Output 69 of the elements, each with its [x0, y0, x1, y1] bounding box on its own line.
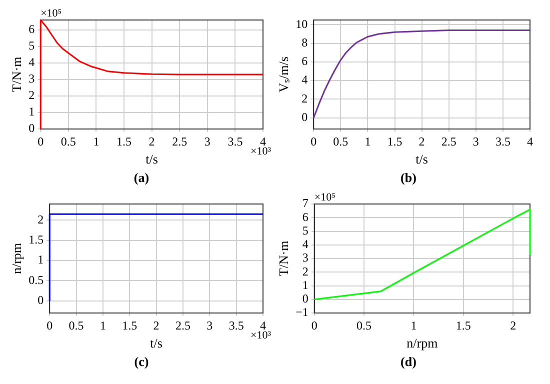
x-tick-label: 3: [204, 134, 210, 148]
x-tick-label: 1: [410, 318, 417, 332]
y-axis-title: Vₛ/m/s: [276, 56, 292, 92]
y-tick-label: 2: [28, 88, 35, 102]
y-tick-label: 1: [302, 278, 308, 292]
y-axis-title: T/N·m: [276, 240, 292, 276]
x-tick-label: 1.5: [456, 318, 471, 332]
y-tick-label: 0.5: [28, 272, 44, 287]
y-tick-label: 3: [302, 250, 308, 265]
x-tick-label: 1: [93, 134, 100, 148]
y-tick-label: 2: [38, 212, 44, 226]
y-tick-label: 3: [28, 72, 35, 86]
y-tick-label: 1: [38, 252, 44, 267]
y-axis-title: T/N·m: [9, 56, 24, 92]
x-tick-label: 1.5: [116, 134, 132, 148]
x-tick-label: 2: [148, 134, 155, 148]
x-tick-label: 2.5: [175, 318, 190, 332]
y-tick-label: 1.5: [28, 232, 44, 246]
x-tick-label: 1: [364, 134, 371, 148]
x-tick-label: 0.5: [68, 318, 84, 332]
y-tick-label: 0: [302, 110, 308, 124]
x-axis-title: t/s: [146, 152, 158, 167]
y-tick-label: 2: [302, 91, 308, 106]
x-tick-label: 1: [100, 318, 106, 332]
x-tick-label: 0.5: [356, 318, 372, 332]
text: (d): [400, 354, 416, 370]
x-tick-label: 2: [510, 318, 516, 332]
y-tick-label: 10: [296, 16, 308, 31]
y-tick-label: 4: [302, 237, 308, 252]
chart-subtitle: ×10⁵: [40, 7, 62, 20]
y-tick-label: −1: [296, 305, 308, 320]
y-tick-label: 5: [28, 38, 35, 53]
y-tick-label: 7: [302, 196, 308, 210]
x-tick-label: 3.5: [228, 134, 243, 148]
y-tick-label: 1: [28, 104, 35, 119]
y-tick-label: 2: [302, 264, 308, 278]
x-axis-title: n/rpm: [406, 336, 438, 351]
x-tick-label: 3: [472, 134, 479, 148]
x-tick-label: 3.5: [495, 134, 510, 148]
y-tick-label: 0: [38, 293, 44, 308]
y-tick-label: 6: [302, 54, 308, 68]
y-axis-title: n/rpm: [9, 242, 24, 274]
x-tick-label: 0.5: [60, 134, 76, 148]
y-tick-label: 6: [28, 22, 35, 36]
x-axis-title: t/s: [150, 336, 162, 351]
text: (b): [400, 170, 416, 186]
x-tick-label: 0: [46, 318, 53, 332]
x-tick-label: 0.5: [333, 134, 348, 148]
text: (a): [134, 170, 150, 186]
y-tick-label: 6: [302, 210, 308, 224]
x-tick-label: 3.5: [228, 318, 244, 332]
x-tick-label: 3: [206, 318, 213, 332]
y-tick-label: 5: [302, 223, 308, 238]
x-tick-label: 4: [527, 134, 533, 148]
x-tick-label: 2: [153, 318, 160, 332]
chart-subtitle: ×10⁵: [314, 191, 336, 204]
x-tick-label: 2.5: [441, 134, 456, 148]
x-tick-label: 1.5: [122, 318, 138, 332]
y-tick-label: 8: [302, 35, 308, 50]
y-tick-label: 4: [302, 72, 308, 87]
y-tick-label: 0: [28, 121, 35, 136]
y-tick-label: 0: [302, 292, 308, 306]
x-axis-title: t/s: [416, 152, 428, 167]
x-tick-label: 2: [418, 134, 425, 148]
y-tick-label: 4: [28, 55, 35, 70]
x-tick-label: 0: [311, 318, 318, 332]
x-tick-label: 1.5: [387, 134, 402, 148]
text: (c): [134, 354, 149, 370]
x-tick-label: 2.5: [172, 134, 188, 148]
